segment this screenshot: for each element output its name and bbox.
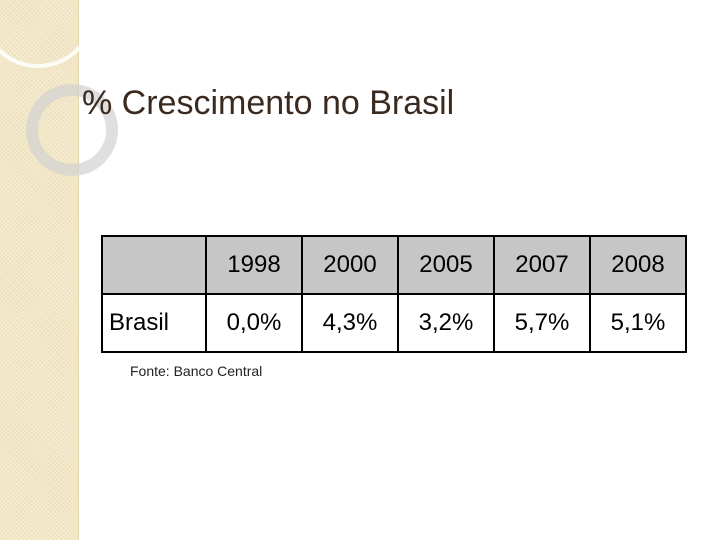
year-header: 2000 bbox=[301, 235, 399, 295]
table-cell: 4,3% bbox=[301, 293, 399, 353]
table-cell: 5,7% bbox=[493, 293, 591, 353]
table-cell: 0,0% bbox=[205, 293, 303, 353]
growth-table: 1998 2000 2005 2007 2008 Brasil 0,0% 4,3… bbox=[101, 235, 687, 353]
decorative-circles bbox=[0, 0, 118, 176]
table-row: Brasil 0,0% 4,3% 3,2% 5,7% 5,1% bbox=[101, 293, 687, 353]
table-cell: 3,2% bbox=[397, 293, 495, 353]
source-note: Fonte: Banco Central bbox=[130, 363, 263, 379]
slide-title: % Crescimento no Brasil bbox=[82, 84, 455, 122]
year-header: 1998 bbox=[205, 235, 303, 295]
table-header-row: 1998 2000 2005 2007 2008 bbox=[101, 235, 687, 295]
year-header: 2005 bbox=[397, 235, 495, 295]
year-header: 2008 bbox=[589, 235, 687, 295]
year-header: 2007 bbox=[493, 235, 591, 295]
corner-cell bbox=[101, 235, 207, 295]
row-label: Brasil bbox=[101, 293, 207, 353]
table-cell: 5,1% bbox=[589, 293, 687, 353]
